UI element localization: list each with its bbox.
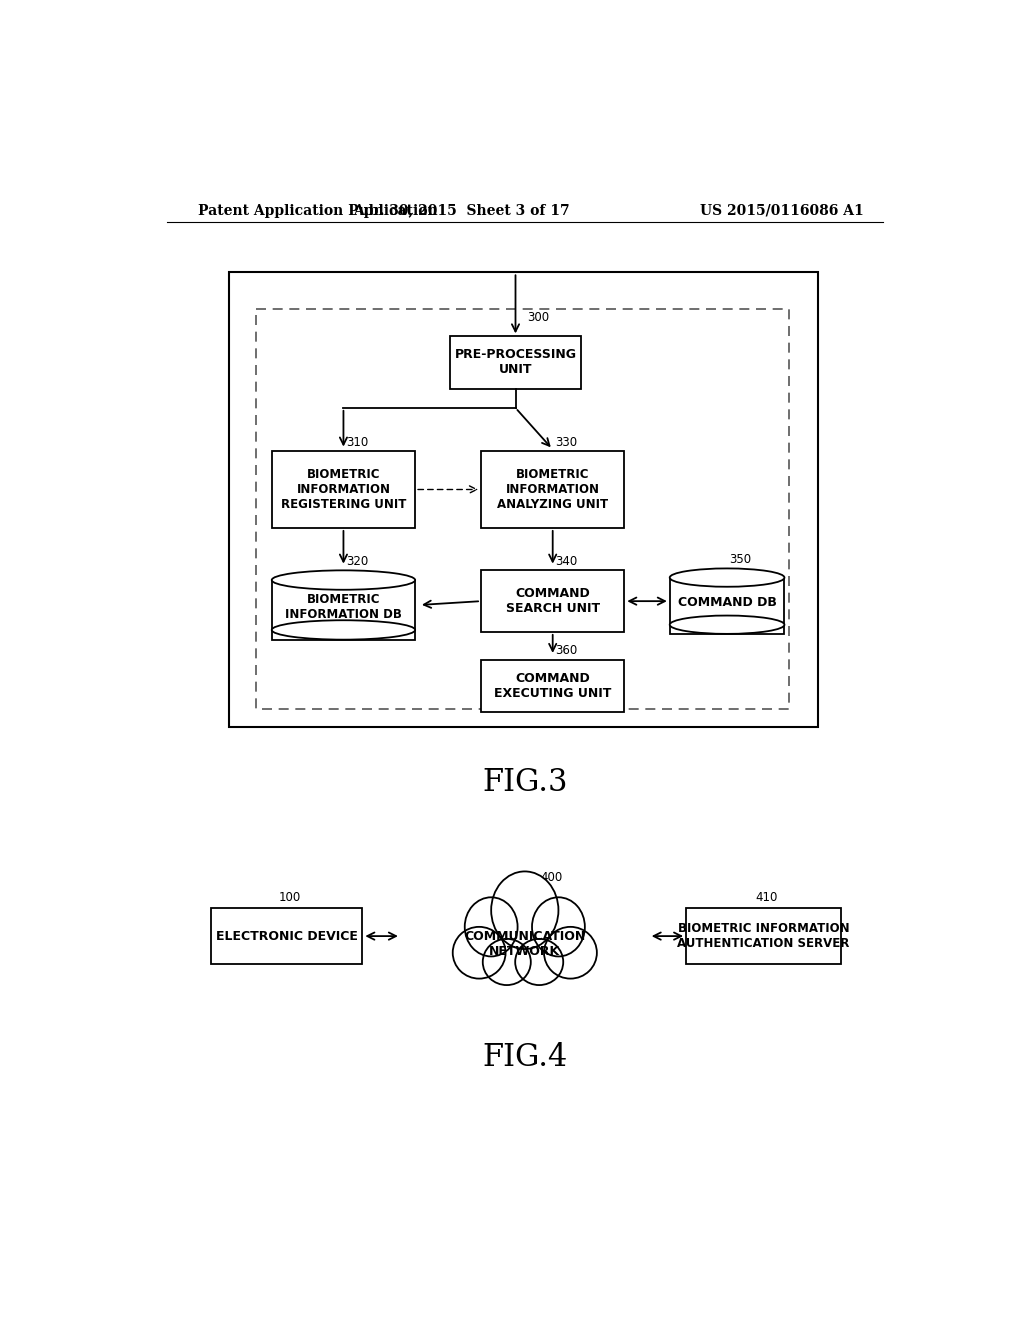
- Text: FIG.4: FIG.4: [482, 1043, 567, 1073]
- Ellipse shape: [271, 620, 415, 640]
- Text: 320: 320: [346, 554, 368, 568]
- FancyBboxPatch shape: [271, 451, 415, 528]
- Text: BIOMETRIC
INFORMATION DB: BIOMETRIC INFORMATION DB: [285, 593, 401, 620]
- Ellipse shape: [492, 871, 558, 949]
- Text: COMMAND
SEARCH UNIT: COMMAND SEARCH UNIT: [506, 587, 600, 615]
- Ellipse shape: [465, 898, 517, 957]
- Ellipse shape: [482, 939, 530, 985]
- Text: 340: 340: [555, 554, 578, 568]
- FancyBboxPatch shape: [271, 579, 415, 640]
- Text: FIG.3: FIG.3: [482, 767, 567, 797]
- Ellipse shape: [532, 898, 585, 957]
- Ellipse shape: [544, 927, 597, 978]
- Text: BIOMETRIC INFORMATION
AUTHENTICATION SERVER: BIOMETRIC INFORMATION AUTHENTICATION SER…: [677, 923, 850, 950]
- FancyBboxPatch shape: [481, 570, 625, 632]
- FancyBboxPatch shape: [451, 337, 581, 388]
- Text: COMMAND DB: COMMAND DB: [678, 597, 776, 610]
- Ellipse shape: [670, 615, 784, 634]
- Text: 310: 310: [346, 436, 368, 449]
- Text: US 2015/0116086 A1: US 2015/0116086 A1: [700, 203, 864, 218]
- Text: ELECTRONIC DEVICE: ELECTRONIC DEVICE: [216, 929, 357, 942]
- Text: Apr. 30, 2015  Sheet 3 of 17: Apr. 30, 2015 Sheet 3 of 17: [353, 203, 569, 218]
- Text: 350: 350: [729, 553, 752, 566]
- Ellipse shape: [515, 939, 563, 985]
- Text: Patent Application Publication: Patent Application Publication: [198, 203, 437, 218]
- FancyBboxPatch shape: [481, 451, 625, 528]
- FancyBboxPatch shape: [670, 578, 784, 634]
- Text: BIOMETRIC
INFORMATION
REGISTERING UNIT: BIOMETRIC INFORMATION REGISTERING UNIT: [281, 469, 407, 511]
- Text: 300: 300: [527, 312, 549, 323]
- Ellipse shape: [271, 570, 415, 590]
- Text: PRE-PROCESSING
UNIT: PRE-PROCESSING UNIT: [455, 348, 577, 376]
- Text: COMMAND
EXECUTING UNIT: COMMAND EXECUTING UNIT: [494, 672, 611, 700]
- Ellipse shape: [453, 927, 506, 978]
- Text: 400: 400: [541, 871, 562, 884]
- Text: 330: 330: [555, 436, 578, 449]
- FancyBboxPatch shape: [686, 908, 841, 964]
- Text: COMMUNICATION
NETWORK: COMMUNICATION NETWORK: [464, 929, 586, 958]
- FancyBboxPatch shape: [228, 272, 818, 726]
- Ellipse shape: [670, 569, 784, 587]
- Text: BIOMETRIC
INFORMATION
ANALYZING UNIT: BIOMETRIC INFORMATION ANALYZING UNIT: [497, 469, 608, 511]
- FancyBboxPatch shape: [481, 660, 625, 711]
- FancyBboxPatch shape: [211, 908, 362, 964]
- Text: 360: 360: [555, 644, 578, 656]
- Text: 100: 100: [280, 891, 301, 904]
- Text: 410: 410: [756, 891, 778, 904]
